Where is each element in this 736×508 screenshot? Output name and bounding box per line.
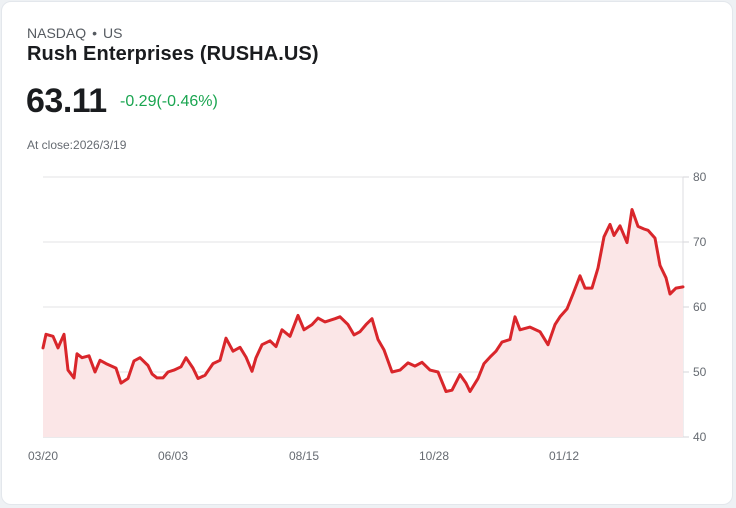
y-tick-label: 80 <box>693 170 707 184</box>
close-date: At close:2026/3/19 <box>27 138 127 152</box>
exchange-name: NASDAQ <box>27 25 87 41</box>
x-tick-label: 06/03 <box>158 449 188 463</box>
y-tick-label: 50 <box>693 365 707 379</box>
x-axis: 03/20 06/03 08/15 10/28 01/12 <box>28 449 579 463</box>
x-tick-label: 08/15 <box>289 449 319 463</box>
price-area <box>43 209 683 437</box>
price-change: -0.29(-0.46%) <box>120 93 218 110</box>
exchange-line: NASDAQ • US <box>27 25 122 41</box>
y-tick-label: 70 <box>693 235 707 249</box>
y-tick-label: 60 <box>693 300 707 314</box>
stock-title: Rush Enterprises (RUSHA.US) <box>27 43 319 65</box>
y-tick-label: 40 <box>693 430 707 444</box>
price-line <box>41 208 685 393</box>
y-axis: 40 50 60 70 80 <box>693 170 707 444</box>
separator-dot: • <box>92 25 98 41</box>
region: US <box>103 25 123 41</box>
x-tick-label: 10/28 <box>419 449 449 463</box>
current-price: 63.11 <box>26 82 107 120</box>
x-tick-label: 01/12 <box>549 449 579 463</box>
x-tick-label: 03/20 <box>28 449 58 463</box>
